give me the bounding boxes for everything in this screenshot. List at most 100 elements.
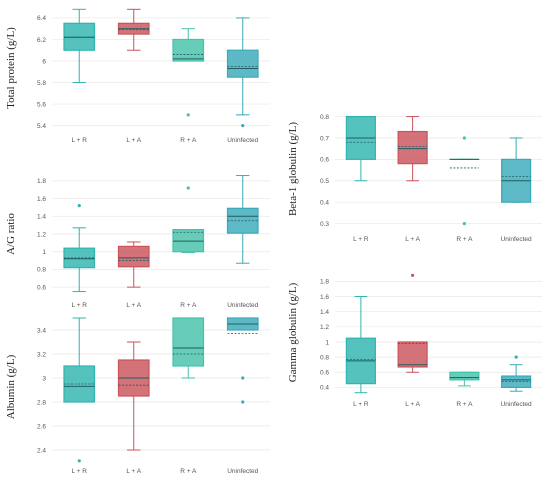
x-tick-label: R + A bbox=[180, 468, 197, 475]
box-lr bbox=[63, 204, 96, 293]
y-axis-label: Albumin (g/L) bbox=[5, 354, 17, 419]
box-ra bbox=[172, 186, 205, 254]
y-tick-label: 1.6 bbox=[37, 196, 46, 203]
box-un bbox=[226, 175, 259, 264]
outlier-point bbox=[241, 124, 245, 128]
y-tick-label: 0.4 bbox=[320, 199, 329, 206]
x-tick-label: L + R bbox=[353, 236, 369, 243]
box-ra bbox=[172, 317, 205, 379]
x-tick-label: Uninfected bbox=[227, 468, 258, 475]
box-un bbox=[501, 355, 532, 392]
x-tick-label: L + A bbox=[405, 401, 420, 408]
box-lr bbox=[345, 296, 376, 394]
y-tick-label: 0.5 bbox=[320, 178, 329, 185]
y-tick-label: 3.2 bbox=[37, 351, 46, 358]
outlier-point bbox=[514, 355, 518, 359]
box-un bbox=[501, 137, 532, 203]
x-tick-label: R + A bbox=[456, 236, 473, 243]
beta1-globulin-panel: 0.3 0.4 0.5 0.6 0.7 0.8 Beta-1 globulin (g/L) L… bbox=[287, 114, 542, 243]
y-tick-label: 2.8 bbox=[37, 399, 46, 406]
x-tick-label: R + A bbox=[456, 401, 473, 408]
y-axis-label: A/G ratio bbox=[5, 213, 17, 255]
y-tick-label: 0.8 bbox=[320, 114, 329, 121]
x-tick-label: L + A bbox=[405, 236, 420, 243]
x-tick-label: Uninfected bbox=[227, 302, 258, 309]
outlier-point bbox=[77, 204, 81, 208]
y-axis-label: Total protein (g/L) bbox=[5, 27, 17, 109]
box-body bbox=[172, 317, 205, 367]
y-tick-label: 1 bbox=[42, 249, 46, 256]
box-la bbox=[397, 116, 428, 182]
y-axis-label: Beta-1 globulin (g/L) bbox=[287, 122, 299, 216]
y-tick-label: 0.6 bbox=[320, 370, 329, 377]
y-tick-label: 1.2 bbox=[37, 231, 46, 238]
albumin-panel: 2.4 2.6 2.8 3 3.2 3.4 Albumin (g/L) L + R L + A R… bbox=[5, 317, 270, 475]
x-tick-label: Uninfected bbox=[501, 401, 532, 408]
box-lr bbox=[63, 8, 96, 84]
y-tick-label: 1.2 bbox=[320, 324, 329, 331]
x-tick-label: L + A bbox=[126, 302, 141, 309]
box-la bbox=[117, 341, 150, 451]
y-tick-label: 1.8 bbox=[37, 178, 46, 185]
box-body bbox=[117, 245, 150, 268]
box-body bbox=[397, 130, 428, 165]
total-protein-panel: 5.4 5.6 5.8 6 6.2 6.4 Total protein (g/L) L + R… bbox=[5, 8, 270, 144]
box-body bbox=[63, 22, 96, 51]
y-tick-label: 1.6 bbox=[320, 294, 329, 301]
y-tick-label: 6.4 bbox=[37, 15, 46, 22]
y-tick-label: 0.3 bbox=[320, 221, 329, 228]
x-tick-label: L + R bbox=[72, 137, 88, 144]
y-tick-label: 6.2 bbox=[37, 37, 46, 44]
x-tick-label: L + R bbox=[72, 468, 88, 475]
box-la bbox=[117, 8, 150, 51]
box-la bbox=[397, 273, 428, 373]
box-body bbox=[449, 371, 480, 381]
x-tick-label: Uninfected bbox=[501, 236, 532, 243]
x-tick-label: R + A bbox=[180, 137, 197, 144]
x-tick-label: L + A bbox=[126, 468, 141, 475]
y-tick-label: 1 bbox=[325, 339, 329, 346]
x-tick-label: L + R bbox=[353, 401, 369, 408]
box-un bbox=[226, 17, 259, 128]
box-body bbox=[226, 49, 259, 78]
outlier-point bbox=[241, 400, 245, 404]
y-tick-label: 3.4 bbox=[37, 327, 46, 334]
y-tick-label: 5.8 bbox=[37, 80, 46, 87]
box-un bbox=[226, 317, 259, 404]
gamma-globulin-panel: 0.4 0.6 0.8 1 1.2 1.4 1.6 1.8 Gamma globulin (g/… bbox=[287, 273, 542, 408]
box-ra bbox=[172, 28, 205, 117]
box-lr bbox=[63, 317, 96, 463]
y-axis-label: Gamma globulin (g/L) bbox=[287, 282, 299, 382]
y-tick-label: 2.6 bbox=[37, 423, 46, 430]
y-tick-label: 5.6 bbox=[37, 101, 46, 108]
y-tick-label: 0.6 bbox=[320, 157, 329, 164]
y-tick-label: 0.8 bbox=[37, 267, 46, 274]
y-tick-label: 3 bbox=[42, 375, 46, 382]
x-tick-label: L + R bbox=[72, 302, 88, 309]
outlier-point bbox=[241, 376, 245, 380]
box-body bbox=[397, 341, 428, 368]
y-tick-label: 0.6 bbox=[37, 284, 46, 291]
box-ra bbox=[449, 136, 480, 226]
box-la bbox=[117, 241, 150, 288]
box-ra bbox=[449, 371, 480, 387]
y-tick-label: 0.7 bbox=[320, 135, 329, 142]
y-tick-label: 6 bbox=[42, 58, 46, 65]
x-tick-label: L + A bbox=[126, 137, 141, 144]
ag-ratio-panel: 0.6 0.8 1 1.2 1.4 1.6 1.8 A/G ratio L + R L + A R … bbox=[5, 175, 270, 309]
box-body bbox=[172, 38, 205, 62]
outlier-point bbox=[186, 113, 190, 117]
outlier-point bbox=[462, 221, 466, 226]
box-lr bbox=[345, 115, 376, 182]
outlier-point bbox=[462, 136, 466, 140]
y-tick-label: 0.8 bbox=[320, 354, 329, 361]
outlier-point bbox=[186, 186, 190, 190]
outlier-point bbox=[77, 459, 81, 463]
y-tick-label: 1.4 bbox=[37, 214, 46, 221]
y-tick-label: 1.8 bbox=[320, 279, 329, 286]
y-tick-label: 5.4 bbox=[37, 123, 46, 130]
x-tick-label: Uninfected bbox=[227, 137, 258, 144]
y-tick-label: 0.4 bbox=[320, 385, 329, 392]
y-tick-label: 1.4 bbox=[320, 309, 329, 316]
